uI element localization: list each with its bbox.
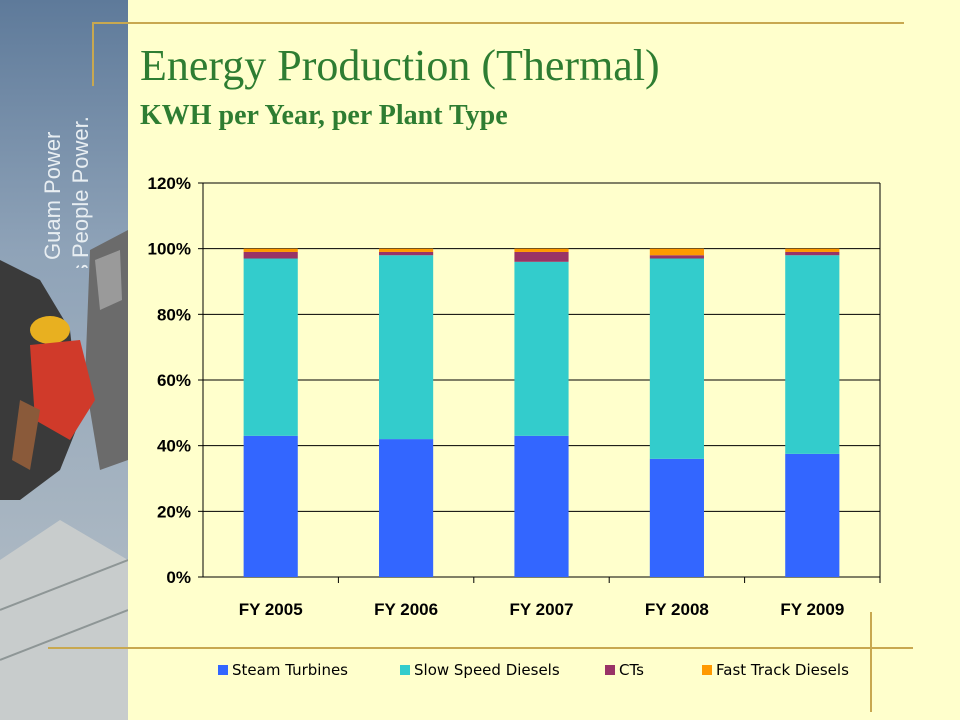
x-tick-label: FY 2008 xyxy=(645,600,709,619)
bar-segment xyxy=(379,255,434,440)
y-tick-label: 20% xyxy=(157,502,191,521)
title-rule-horizontal xyxy=(92,22,904,24)
stacked-bar-chart: 0% 20% 40% 60% 80% 100% 120% FY 2005 FY 2006 FY 2… xyxy=(148,174,881,679)
bar-segment xyxy=(649,255,704,259)
legend-label: Fast Track Diesels xyxy=(716,661,849,679)
bar-segment xyxy=(649,458,704,577)
bar-segment xyxy=(785,251,840,256)
bar-segment xyxy=(649,258,704,459)
bar-segment xyxy=(243,258,298,436)
legend-swatch xyxy=(605,665,615,675)
legend-swatch xyxy=(218,665,228,675)
y-tick-label: 120% xyxy=(148,174,191,193)
x-tick-label: FY 2009 xyxy=(780,600,844,619)
bar-segment xyxy=(379,248,434,252)
bar-segment xyxy=(243,251,298,259)
slide-subtitle: KWH per Year, per Plant Type xyxy=(140,100,508,131)
bar-segment xyxy=(379,251,434,256)
slide-title: Energy Production (Thermal) xyxy=(140,41,660,90)
bar-segment xyxy=(785,453,840,577)
footer-rule-vertical xyxy=(870,612,872,712)
bar-segment xyxy=(379,439,434,577)
bar-segment xyxy=(514,248,569,252)
x-tick-label: FY 2007 xyxy=(510,600,574,619)
x-tick-label: FY 2006 xyxy=(374,600,438,619)
title-rule-vertical xyxy=(92,22,94,86)
brand-line2: is People Power. xyxy=(68,116,93,268)
bar-segment xyxy=(649,248,704,256)
legend-swatch xyxy=(400,665,410,675)
y-tick-label: 100% xyxy=(148,240,191,259)
y-tick-label: 0% xyxy=(166,568,191,587)
footer-rule xyxy=(48,647,913,649)
brand-line1: Guam Power xyxy=(40,132,65,260)
legend-swatch xyxy=(702,665,712,675)
bar-segment xyxy=(785,255,840,454)
bar-segment xyxy=(514,251,569,262)
worker-photo xyxy=(0,0,128,720)
x-tick-label: FY 2005 xyxy=(239,600,303,619)
side-photo-banner: Guam Power is People Power. xyxy=(0,0,128,720)
bar-segment xyxy=(243,248,298,252)
y-tick-label: 60% xyxy=(157,371,191,390)
legend-label: Slow Speed Diesels xyxy=(414,661,560,679)
brand-tagline: Guam Power is People Power. xyxy=(40,116,93,268)
legend-label: Steam Turbines xyxy=(232,661,348,679)
y-tick-label: 80% xyxy=(157,305,191,324)
bar-segment xyxy=(514,261,569,436)
bar-segment xyxy=(514,435,569,577)
bar-segment xyxy=(243,435,298,577)
bar-segment xyxy=(785,248,840,252)
y-tick-label: 40% xyxy=(157,437,191,456)
legend-label: CTs xyxy=(619,661,644,679)
